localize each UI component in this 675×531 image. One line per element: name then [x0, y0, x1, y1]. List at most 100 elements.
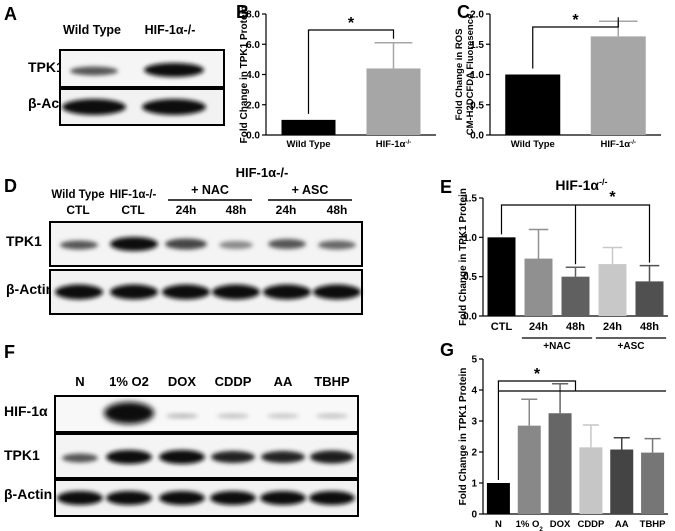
- y-tick-label: 0.5: [470, 100, 484, 111]
- panel-f: F N 1% O2 DOX CDDP AA TBHP HIF-1α TPK1 β…: [4, 342, 359, 517]
- panel-b-letter: B: [236, 2, 249, 22]
- panel-a-lane-label: HIF-1α-/-: [145, 23, 196, 37]
- bar: [610, 449, 634, 514]
- panel-d-timepoint: 48h: [226, 203, 247, 217]
- y-tick-label: 1: [471, 479, 477, 490]
- band: [55, 284, 103, 300]
- y-tick-label: 0.0: [246, 131, 260, 142]
- y-label-line: CM-H2DCFDA Fluoresence: [465, 14, 476, 136]
- panel-g-letter: G: [440, 340, 454, 360]
- panel-d-lane-bottom: CTL: [66, 203, 89, 217]
- panel-a-lane-label: Wild Type: [63, 23, 121, 37]
- x-tick-label: HIF-1α-/-: [601, 139, 636, 151]
- band: [261, 451, 305, 463]
- x-tick-label: CTL: [491, 321, 513, 333]
- group-label: +NAC: [543, 341, 571, 352]
- panel-f-lane-label: AA: [274, 374, 293, 389]
- significance-marker: *: [609, 189, 616, 206]
- panel-f-lane-label: DOX: [168, 374, 197, 389]
- group-label: +ASC: [618, 341, 645, 352]
- panel-f-row-label: HIF-1α: [4, 403, 48, 419]
- y-tick-label: 5: [471, 355, 477, 366]
- y-axis-label: Fold Change in TPK1 Protein: [458, 368, 469, 506]
- panel-d-lane-top: Wild Type: [51, 189, 104, 201]
- bar: [366, 68, 421, 135]
- band: [267, 413, 299, 419]
- panel-d-lane-top: HIF-1α-/-: [110, 189, 157, 201]
- band: [313, 284, 361, 300]
- x-tick-label: Wild Type: [511, 139, 555, 150]
- blot-f-tpk1: [54, 433, 359, 479]
- x-tick-label: TBHP: [640, 519, 667, 530]
- band: [166, 413, 198, 419]
- bar: [505, 74, 561, 135]
- y-tick-label: 0.5: [463, 272, 477, 283]
- x-tick-label: DOX: [550, 519, 571, 530]
- y-tick-label: 4: [471, 386, 477, 397]
- panel-d-lane-bottom: CTL: [121, 203, 144, 217]
- bar: [635, 281, 664, 316]
- band: [159, 491, 205, 505]
- x-tick-label: 24h: [529, 321, 548, 333]
- bar: [579, 447, 603, 514]
- panel-a-lane-text: HIF-1α-/-: [145, 23, 196, 37]
- band: [212, 284, 260, 300]
- panel-a: A Wild Type HIF-1α-/- TPK1 β-Actin: [4, 4, 225, 126]
- band: [310, 450, 354, 464]
- bar: [486, 483, 510, 514]
- panel-f-lane-label: CDDP: [215, 374, 252, 389]
- band: [57, 491, 103, 505]
- y-tick-label: 6.0: [246, 40, 260, 51]
- band: [210, 491, 256, 505]
- significance-marker: *: [572, 12, 579, 29]
- y-label-line: Fold Change in TPK1 Protein: [458, 368, 469, 506]
- panel-c-letter: C: [457, 2, 470, 22]
- panel-d: D HIF-1α-/- Wild Type HIF-1α-/- CTL CTL …: [4, 165, 363, 315]
- band: [144, 63, 204, 77]
- panel-d-group-label: HIF-1α-/-: [236, 165, 289, 180]
- panel-d-row-label: TPK1: [6, 233, 42, 249]
- x-tick-label: CDDP: [577, 519, 605, 530]
- bar: [517, 425, 541, 514]
- band: [309, 491, 355, 505]
- significance-marker: *: [348, 15, 355, 32]
- panel-d-row-label: β-Actin: [6, 281, 54, 297]
- y-tick-label: 0.0: [470, 131, 484, 142]
- x-tick-label: HIF-1α-/-: [376, 139, 411, 151]
- panel-d-letter: D: [4, 176, 17, 196]
- bar: [590, 36, 646, 136]
- band: [211, 451, 255, 463]
- panel-d-treatment: + NAC: [191, 183, 229, 197]
- band: [106, 450, 152, 464]
- significance-bracket: [497, 380, 577, 480]
- bar: [561, 276, 590, 316]
- panel-a-letter: A: [4, 4, 17, 24]
- y-axis-label: Fold Change in TPK1 Protein: [239, 6, 250, 144]
- y-tick-label: 2.0: [470, 10, 484, 21]
- y-tick-label: 1.5: [463, 194, 477, 205]
- y-label-line: Fold Change in TPK1 Protein: [239, 6, 250, 144]
- blot-f-hif: [54, 395, 359, 433]
- x-tick-label: 48h: [566, 321, 585, 333]
- blot-f-actin: [54, 479, 359, 517]
- panel-d-group-text: HIF-1α-/-: [236, 165, 289, 180]
- bar: [548, 413, 572, 514]
- y-tick-label: 1.0: [463, 233, 477, 244]
- y-axis-label: Fold Change in ROS CM-H2DCFDA Fluoresence: [454, 14, 476, 136]
- y-label-line: Fold Change in ROS: [454, 29, 465, 121]
- y-tick-label: 2.0: [246, 100, 260, 111]
- significance-bracket: [532, 17, 619, 69]
- y-tick-label: 3: [471, 417, 477, 428]
- x-tick-label: AA: [615, 519, 629, 530]
- band: [62, 99, 126, 115]
- panel-f-lane-label: TBHP: [314, 374, 350, 389]
- y-axis-label: Fold Change in TPK1 Protein: [458, 188, 469, 326]
- band: [162, 284, 210, 300]
- panel-d-treatment: + ASC: [292, 183, 329, 197]
- panel-d-timepoint: 48h: [327, 203, 348, 217]
- band: [217, 413, 249, 419]
